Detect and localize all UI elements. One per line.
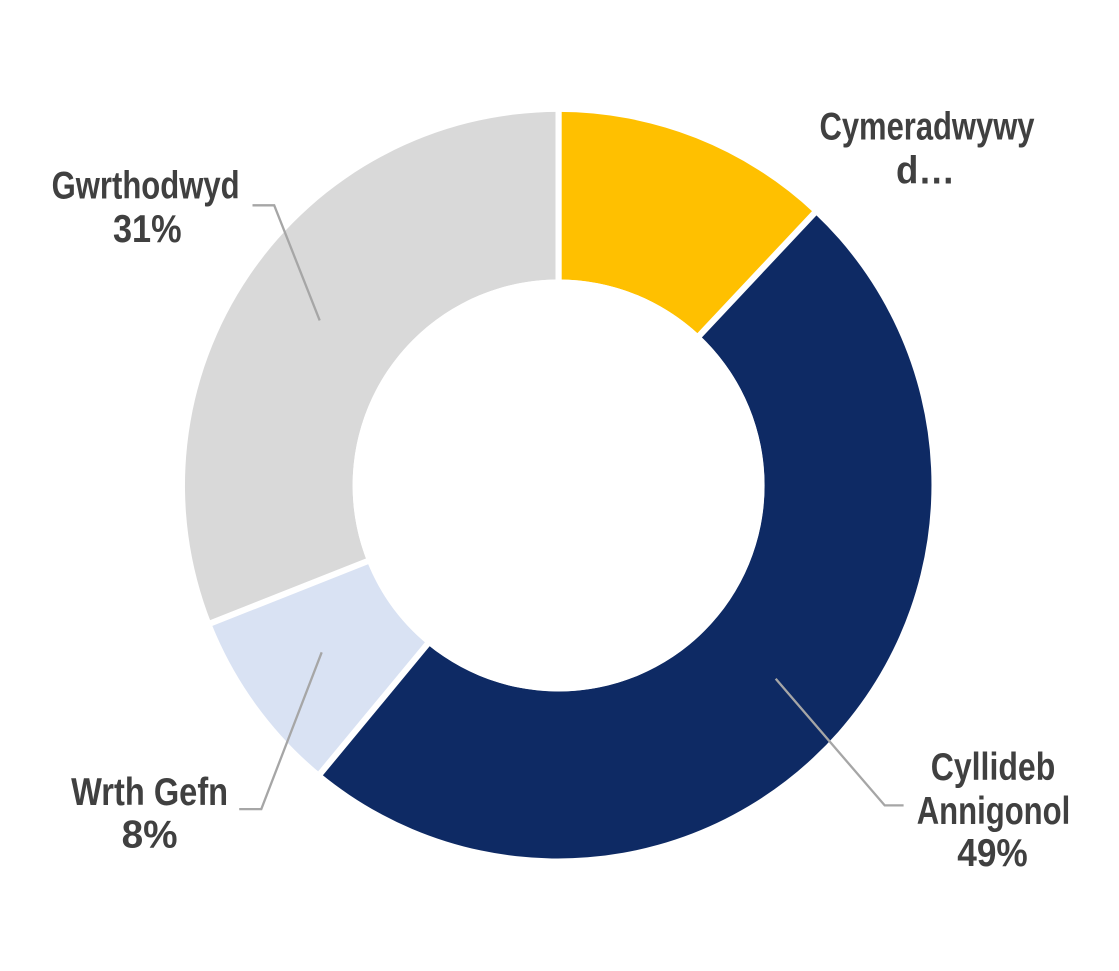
svg-text:Wrth Gefn: Wrth Gefn xyxy=(71,771,228,814)
svg-text:Cymeradwywy: Cymeradwywy xyxy=(820,105,1035,148)
svg-text:8%: 8% xyxy=(122,813,178,856)
svg-text:49%: 49% xyxy=(957,832,1028,875)
svg-text:Cyllideb: Cyllideb xyxy=(931,746,1056,789)
svg-text:Annigonol: Annigonol xyxy=(917,790,1071,833)
svg-text:31%: 31% xyxy=(113,208,182,251)
svg-text:Gwrthodwyd: Gwrthodwyd xyxy=(52,165,240,208)
svg-text:d…: d… xyxy=(896,149,955,192)
